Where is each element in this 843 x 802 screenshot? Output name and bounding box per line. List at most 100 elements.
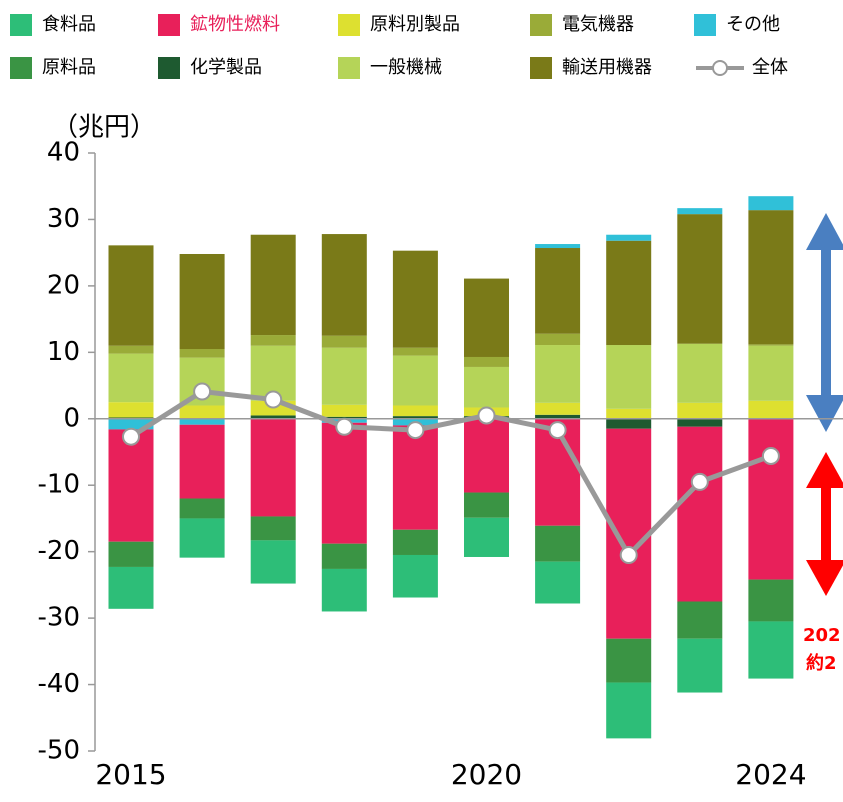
bar-segment bbox=[606, 428, 652, 639]
bar-segment bbox=[677, 601, 723, 639]
legend-label: その他 bbox=[726, 14, 780, 35]
bar-segment bbox=[748, 210, 794, 345]
total-point bbox=[264, 390, 283, 409]
total-point bbox=[122, 427, 140, 446]
legend-label: 一般機械 bbox=[370, 57, 442, 78]
bar-segment bbox=[108, 429, 154, 542]
bar-segment bbox=[392, 554, 438, 598]
legend-label: 食料品 bbox=[42, 14, 96, 35]
legend-label: 電気機器 bbox=[562, 14, 634, 35]
legend-label: 輸送用機器 bbox=[562, 57, 652, 78]
bar-segment bbox=[535, 333, 581, 346]
legend-label: 鉱物性燃料 bbox=[190, 14, 280, 35]
total-point bbox=[477, 406, 496, 425]
bar-segment bbox=[535, 414, 581, 419]
legend-swatch bbox=[530, 14, 552, 36]
bar-segment bbox=[748, 344, 794, 346]
bar-segment bbox=[179, 424, 225, 499]
bar-segment bbox=[179, 253, 225, 350]
bar-segment bbox=[392, 425, 438, 530]
bar-segment bbox=[606, 234, 652, 241]
bar-segment bbox=[748, 579, 794, 622]
y-tick-label: 20 bbox=[47, 270, 80, 300]
bar-segment bbox=[321, 335, 367, 348]
legend-swatch bbox=[10, 14, 32, 36]
y-tick-label: 0 bbox=[63, 403, 80, 433]
bar-segment bbox=[535, 402, 581, 415]
bar-segment bbox=[677, 418, 723, 427]
legend-label: 原料品 bbox=[42, 57, 96, 78]
bar-segment bbox=[392, 250, 438, 348]
total-point bbox=[761, 446, 780, 465]
bar-segment bbox=[677, 214, 723, 344]
bar-segment bbox=[748, 345, 794, 401]
legend-label: 化学製品 bbox=[190, 57, 262, 78]
bar-segment bbox=[321, 347, 367, 405]
bar-segment bbox=[321, 422, 367, 544]
bar-segment bbox=[464, 492, 509, 518]
total-point bbox=[619, 545, 638, 564]
y-tick-label: 30 bbox=[47, 204, 80, 234]
y-tick-label: -20 bbox=[38, 536, 80, 566]
total-point bbox=[335, 417, 354, 436]
bar-segment bbox=[606, 682, 652, 739]
bar-segment bbox=[392, 529, 438, 555]
legend-swatch bbox=[338, 14, 360, 36]
bar-segment bbox=[535, 345, 581, 403]
y-tick-label: -50 bbox=[38, 736, 80, 766]
bar-segment bbox=[250, 540, 296, 584]
bar-segment bbox=[606, 240, 652, 346]
y-tick-label: 10 bbox=[47, 337, 80, 367]
bar-segment bbox=[464, 278, 509, 357]
bar-segment bbox=[677, 638, 723, 693]
bar-segment bbox=[748, 196, 794, 211]
bar-segment bbox=[392, 347, 438, 356]
bar-segment bbox=[748, 400, 794, 419]
bar-segment bbox=[179, 518, 225, 558]
blue-arrow bbox=[806, 213, 843, 432]
legend-marker bbox=[712, 60, 728, 76]
total-line bbox=[129, 388, 772, 560]
bar-segment bbox=[179, 349, 225, 358]
x-tick-label: 2015 bbox=[95, 758, 166, 791]
bar-segment bbox=[321, 404, 367, 417]
bar-segment bbox=[321, 234, 367, 336]
bar-segment bbox=[464, 418, 509, 493]
bar-segment bbox=[677, 402, 723, 419]
bar-segment bbox=[677, 343, 723, 403]
bar-segment bbox=[392, 355, 438, 406]
total-point bbox=[548, 421, 567, 440]
bar-segment bbox=[464, 517, 509, 557]
bar-segment bbox=[535, 244, 581, 249]
bar-segment bbox=[677, 208, 723, 215]
annotation: 202 bbox=[803, 625, 841, 646]
y-tick-label: 40 bbox=[47, 138, 80, 168]
bar-segment bbox=[606, 408, 652, 419]
bar-segment bbox=[108, 245, 154, 346]
bar-segment bbox=[606, 418, 652, 429]
x-tick-label: 2024 bbox=[735, 758, 806, 791]
bar-segment bbox=[108, 418, 154, 430]
legend-swatch bbox=[694, 14, 716, 36]
legend-label: 原料別製品 bbox=[370, 14, 460, 35]
bar-segment bbox=[108, 541, 154, 567]
bar-segment bbox=[535, 248, 581, 334]
bar-segment bbox=[535, 525, 581, 562]
bar-segment bbox=[677, 426, 723, 602]
legend-swatch bbox=[158, 57, 180, 79]
bar-segment bbox=[179, 418, 225, 425]
bar-segment bbox=[108, 566, 154, 609]
bar-segment bbox=[748, 418, 794, 580]
bar-segment bbox=[108, 402, 154, 418]
bar-segment bbox=[250, 418, 296, 517]
total-point bbox=[690, 472, 709, 491]
total-point bbox=[193, 382, 212, 401]
bar-segment bbox=[250, 516, 296, 541]
bar-segment bbox=[321, 568, 367, 612]
bar-segment bbox=[535, 561, 581, 604]
bar-segment bbox=[464, 356, 509, 367]
legend-swatch bbox=[530, 57, 552, 79]
bar-segment bbox=[606, 345, 652, 409]
bar-segment bbox=[179, 405, 225, 419]
